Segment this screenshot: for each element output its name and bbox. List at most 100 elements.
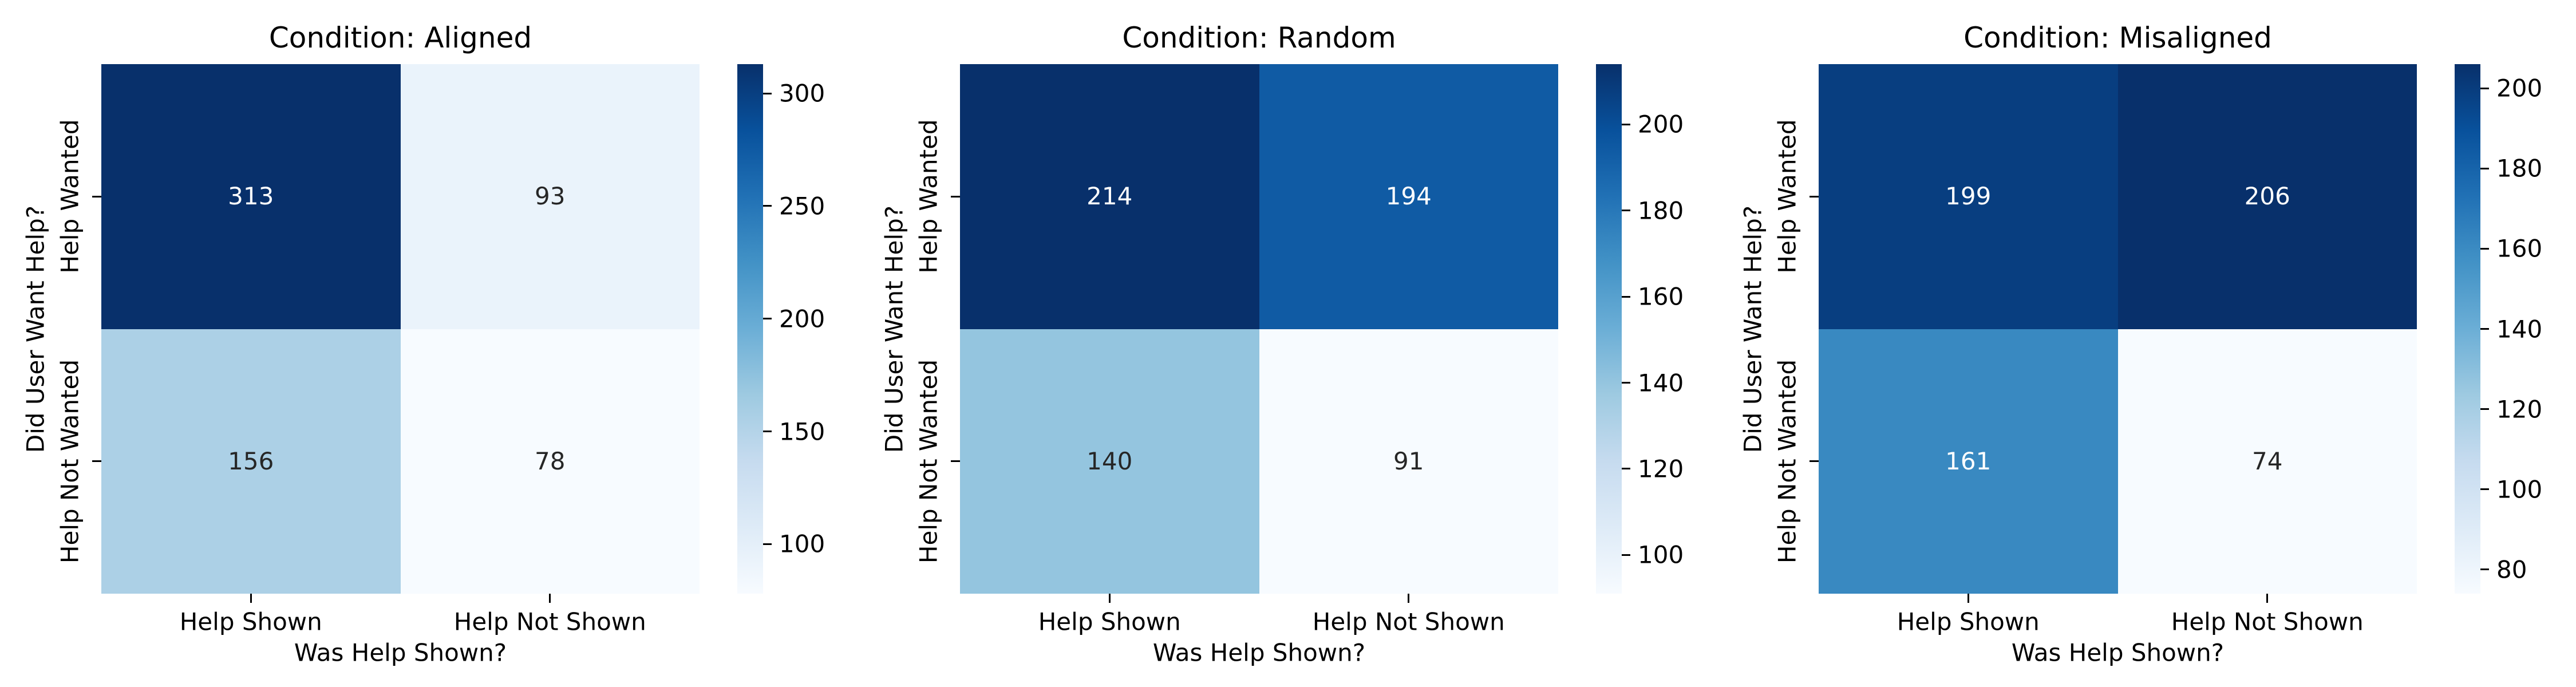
colorbar-tick-mark [763, 92, 772, 94]
y-axis-label: Did User Want Help? [880, 205, 908, 453]
colorbar-tick-label: 250 [779, 192, 825, 220]
cell-value: 313 [228, 182, 274, 211]
y-tick-label: Help Not Wanted [56, 359, 84, 563]
colorbar-tick-label: 180 [2496, 154, 2543, 183]
colorbar [737, 64, 763, 594]
cell-value: 78 [535, 447, 566, 475]
cell-value: 161 [1945, 447, 1992, 475]
panel-title: Condition: Aligned [268, 21, 532, 54]
x-tick-label: Help Not Shown [453, 607, 646, 636]
y-tick-mark [92, 195, 101, 198]
y-tick-mark [1809, 460, 1819, 463]
colorbar-tick-mark [2480, 408, 2489, 410]
heatmap-cell-r0-c1: 194 [1259, 64, 1558, 329]
colorbar-tick-mark [1622, 123, 1630, 125]
x-axis-label: Was Help Shown? [294, 638, 507, 667]
colorbar-tick-label: 120 [2496, 395, 2543, 424]
heatmap-cell-r0-c1: 93 [400, 64, 700, 329]
heatmap-grid: 199 206 161 74 [1819, 64, 2417, 594]
cell-value: 156 [228, 447, 274, 475]
cell-value: 91 [1393, 447, 1424, 475]
colorbar-tick-mark [2480, 488, 2489, 491]
colorbar-tick-label: 200 [2496, 74, 2543, 102]
colorbar-tick-mark [2480, 247, 2489, 250]
x-tick-label: Help Not Shown [1312, 607, 1505, 636]
x-tick-label: Help Shown [179, 607, 322, 636]
colorbar-tick-mark [2480, 167, 2489, 169]
heatmap-cell-r0-c1: 206 [2117, 64, 2417, 329]
colorbar [2455, 64, 2480, 594]
cell-value: 199 [1945, 182, 1992, 211]
colorbar-tick-mark [1622, 554, 1630, 556]
y-axis-label: Did User Want Help? [1739, 205, 1767, 453]
colorbar-tick-label: 140 [2496, 315, 2543, 343]
panel-title: Condition: Random [1122, 21, 1396, 54]
heatmap-cell-r0-c0: 199 [1819, 64, 2118, 329]
cell-value: 194 [1385, 182, 1432, 211]
heatmap-grid: 313 93 156 78 [101, 64, 700, 594]
colorbar-tick-mark [763, 318, 772, 320]
y-tick-label: Help Wanted [56, 119, 84, 274]
heatmap-cell-r0-c0: 313 [101, 64, 401, 329]
x-tick-mark [2266, 594, 2269, 603]
colorbar-tick-mark [2480, 568, 2489, 571]
colorbar-tick-label: 180 [1638, 196, 1684, 225]
x-tick-mark [250, 594, 252, 603]
colorbar-tick-label: 120 [1638, 455, 1684, 483]
x-tick-label: Help Shown [1038, 607, 1181, 636]
x-tick-mark [1408, 594, 1410, 603]
colorbar-tick-label: 140 [1638, 369, 1684, 397]
heatmap-cell-r1-c0: 140 [960, 329, 1259, 594]
colorbar-tick-mark [1622, 382, 1630, 384]
y-tick-label: Help Wanted [1773, 119, 1801, 274]
colorbar-tick-mark [1622, 295, 1630, 298]
colorbar-tick-label: 150 [779, 417, 825, 446]
x-axis-label: Was Help Shown? [2011, 638, 2225, 667]
colorbar-tick-label: 200 [1638, 110, 1684, 139]
heatmap-panel-1: Condition: Aligned 313 93 156 78 Help Wanted H… [0, 0, 859, 687]
heatmap-cell-r1-c0: 161 [1819, 329, 2118, 594]
heatmap-panel-2: Condition: Random 214 194 140 91 Help Wanted H… [859, 0, 1717, 687]
x-axis-label: Was Help Shown? [1152, 638, 1366, 667]
heatmap-cell-r1-c1: 78 [400, 329, 700, 594]
x-tick-mark [1967, 594, 1969, 603]
y-tick-mark [92, 460, 101, 463]
colorbar-tick-label: 200 [779, 305, 825, 333]
cell-value: 93 [535, 182, 566, 211]
heatmap-cell-r1-c1: 74 [2117, 329, 2417, 594]
heatmap-cell-r1-c0: 156 [101, 329, 401, 594]
colorbar-tick-mark [2480, 87, 2489, 89]
y-axis-label: Did User Want Help? [21, 205, 50, 453]
colorbar-tick-label: 160 [1638, 282, 1684, 311]
x-tick-mark [1108, 594, 1111, 603]
colorbar-tick-mark [763, 431, 772, 433]
panel-title: Condition: Misaligned [1963, 21, 2272, 54]
y-tick-label: Help Not Wanted [914, 359, 943, 563]
x-tick-mark [549, 594, 551, 603]
colorbar-tick-mark [763, 205, 772, 207]
colorbar-tick-label: 160 [2496, 234, 2543, 263]
colorbar-tick-label: 100 [2496, 475, 2543, 504]
heatmap-cell-r0-c0: 214 [960, 64, 1259, 329]
colorbar-tick-label: 100 [1638, 540, 1684, 569]
y-tick-mark [951, 460, 960, 463]
heatmap-cell-r1-c1: 91 [1259, 329, 1558, 594]
y-tick-label: Help Wanted [914, 119, 943, 274]
colorbar-tick-mark [2480, 328, 2489, 330]
cell-value: 206 [2244, 182, 2290, 211]
y-tick-mark [951, 195, 960, 198]
y-tick-label: Help Not Wanted [1773, 359, 1801, 563]
cell-value: 140 [1086, 447, 1133, 475]
heatmap-grid: 214 194 140 91 [960, 64, 1558, 594]
colorbar [1596, 64, 1622, 594]
y-tick-mark [1809, 195, 1819, 198]
x-tick-label: Help Not Shown [2171, 607, 2364, 636]
heatmap-panel-3: Condition: Misaligned 199 206 161 74 Help Wan… [1717, 0, 2576, 687]
cell-value: 74 [2252, 447, 2283, 475]
colorbar-tick-mark [1622, 210, 1630, 212]
colorbar-tick-label: 300 [779, 79, 825, 108]
colorbar-tick-mark [1622, 468, 1630, 470]
colorbar-tick-mark [763, 543, 772, 545]
cell-value: 214 [1086, 182, 1133, 211]
